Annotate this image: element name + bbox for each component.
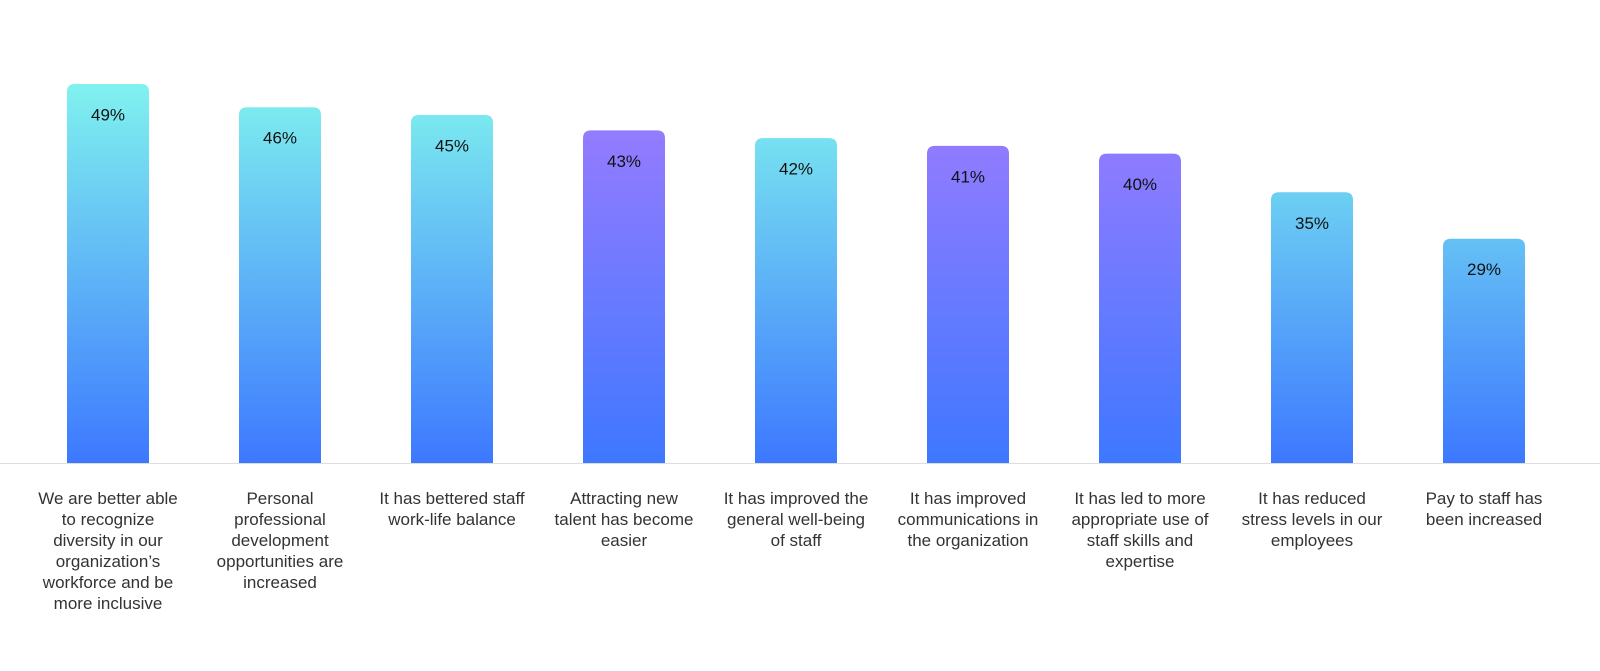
category-label: Pay to staff has been increased bbox=[1425, 489, 1543, 529]
value-label: 49% bbox=[91, 105, 125, 124]
category-label: We are better able to recognize diversit… bbox=[38, 489, 178, 613]
value-label: 40% bbox=[1123, 175, 1157, 194]
category-label: It has improved communications in the or… bbox=[897, 489, 1039, 550]
bar bbox=[755, 138, 837, 463]
value-label: 42% bbox=[779, 160, 813, 179]
category-label: It has bettered staff work-life balance bbox=[379, 489, 525, 529]
category-label: It has improved the general well-being o… bbox=[723, 489, 869, 550]
bar bbox=[1099, 153, 1181, 463]
value-label: 41% bbox=[951, 167, 985, 186]
value-label: 35% bbox=[1295, 214, 1329, 233]
value-label: 45% bbox=[435, 136, 469, 155]
category-label: It has reduced stress levels in our empl… bbox=[1241, 489, 1383, 550]
bar bbox=[1271, 192, 1353, 464]
category-label: Attracting new talent has become easier bbox=[554, 489, 694, 550]
bar bbox=[239, 107, 321, 464]
category-label: Personal professional development opport… bbox=[216, 489, 344, 592]
value-label: 29% bbox=[1467, 260, 1501, 279]
value-label: 43% bbox=[607, 152, 641, 171]
value-label: 46% bbox=[263, 129, 297, 148]
bar bbox=[67, 84, 149, 463]
bar bbox=[927, 145, 1009, 463]
bar bbox=[583, 130, 665, 464]
bar bbox=[1443, 238, 1525, 463]
bar bbox=[411, 114, 493, 463]
category-label: It has led to more appropriate use of st… bbox=[1071, 489, 1209, 571]
